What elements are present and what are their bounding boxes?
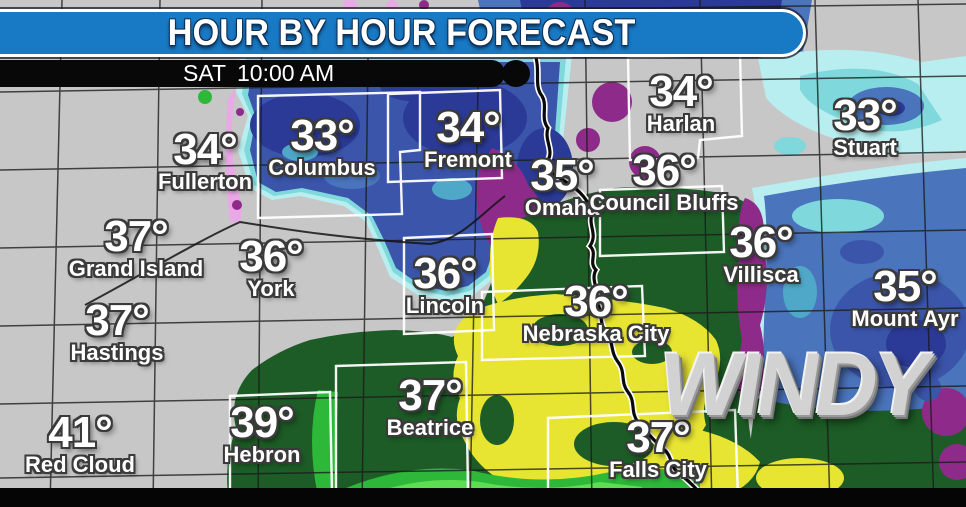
- page-title: HOUR BY HOUR FORECAST: [167, 12, 635, 53]
- day-label: SAT: [183, 60, 227, 86]
- time-bar-end-cap: [502, 60, 530, 87]
- title-banner: HOUR BY HOUR FORECAST: [0, 9, 806, 57]
- bottom-ticker-bar: [0, 488, 966, 507]
- time-bar: SAT 10:00 AM: [0, 60, 505, 87]
- time-label: 10:00 AM: [237, 60, 335, 86]
- platte-river-line: [84, 195, 506, 306]
- highlighted-counties: [228, 52, 744, 504]
- state-border: [532, 57, 709, 503]
